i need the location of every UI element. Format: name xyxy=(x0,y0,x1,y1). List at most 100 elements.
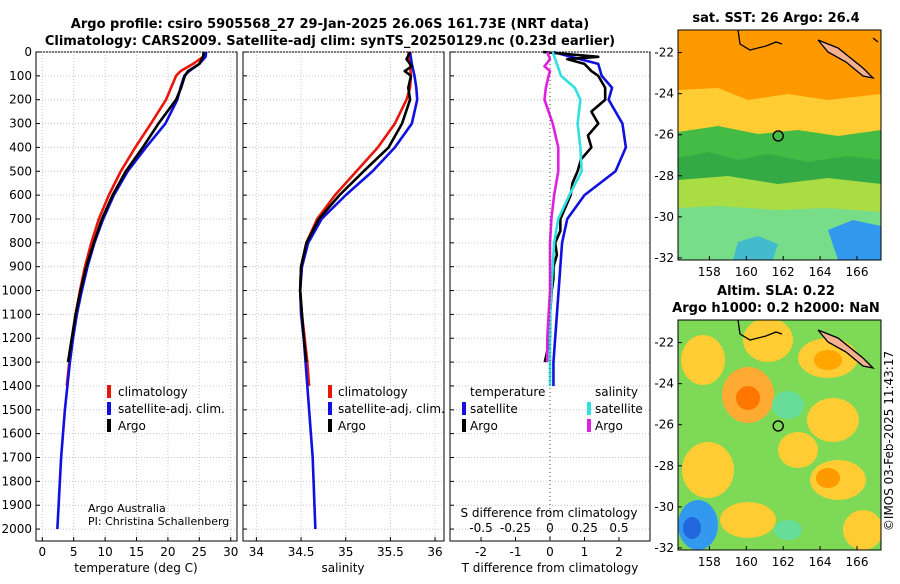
y-tick-label: 200 xyxy=(9,93,32,107)
s-tick-label: -0.5 xyxy=(469,521,492,535)
map-y-tick-label: -30 xyxy=(654,210,674,224)
sla-map-subtitle: Argo h1000: 0.2 h2000: NaN xyxy=(672,301,880,316)
series-line-argo xyxy=(66,51,205,363)
map-y-tick-label: -30 xyxy=(654,500,674,514)
salinity-legend: climatology satellite-adj. clim. Argo xyxy=(328,385,445,433)
x-tick-label: 36 xyxy=(427,545,442,559)
y-tick-label: 900 xyxy=(9,260,32,274)
map-x-tick-label: 160 xyxy=(735,265,758,279)
x-tick-label: 35 xyxy=(338,545,353,559)
series-line-t-satellite xyxy=(552,50,628,386)
y-tick-label: 800 xyxy=(9,236,32,250)
y-tick-label: 1700 xyxy=(1,451,32,465)
x-tick-label: 5 xyxy=(70,545,78,559)
temperature-axes xyxy=(35,51,238,542)
legend-t-sat-swatch xyxy=(462,402,466,415)
sst-map: sat. SST: 26 Argo: 26.4 158 160 162 164 166 -… xyxy=(654,11,882,279)
map-y-tick-label: -22 xyxy=(654,336,674,350)
legend-s-argo-label: Argo xyxy=(595,419,623,433)
y-tick-label: 1300 xyxy=(1,355,32,369)
credit-argo-australia: Argo Australia xyxy=(88,502,166,515)
sst-map-frame xyxy=(677,29,882,261)
x-tick-label: -2 xyxy=(475,545,487,559)
salinity-axes xyxy=(242,51,445,542)
legend-t-argo-swatch xyxy=(462,419,466,432)
s-tick-label: -0.25 xyxy=(500,521,531,535)
imos-credit: ©IMOS 03-Feb-2025 11:43:17 xyxy=(882,351,896,531)
legend-argo-swatch xyxy=(107,419,111,432)
y-tick-label: 600 xyxy=(9,188,32,202)
map-y-tick-label: -28 xyxy=(654,169,674,183)
x-tick-label: -1 xyxy=(510,545,522,559)
map-x-tick-label: 158 xyxy=(698,555,721,569)
legend-argo-label: Argo xyxy=(338,419,366,433)
legend-title-salinity: salinity xyxy=(595,385,638,399)
y-tick-label: 300 xyxy=(9,117,32,131)
y-tick-label: 1500 xyxy=(1,403,32,417)
legend-s-argo-swatch xyxy=(587,419,591,432)
legend-argo-swatch xyxy=(328,419,332,432)
x-tick-label: 0 xyxy=(38,545,46,559)
legend-argo-label: Argo xyxy=(118,419,146,433)
x-tick-label: 20 xyxy=(160,545,175,559)
legend-clim-swatch xyxy=(107,385,111,398)
map-x-tick-label: 158 xyxy=(698,265,721,279)
sst-argo-marker xyxy=(772,130,784,142)
map-y-tick-label: -32 xyxy=(654,251,674,265)
map-x-tick-label: 164 xyxy=(809,555,832,569)
map-y-tick-label: -28 xyxy=(654,459,674,473)
x-tick-label: 0 xyxy=(546,545,554,559)
legend-sat-label: satellite-adj. clim. xyxy=(338,402,445,416)
legend-clim-swatch xyxy=(328,385,332,398)
map-x-tick-label: 162 xyxy=(772,265,795,279)
legend-sat-swatch xyxy=(328,402,332,415)
sst-map-title: sat. SST: 26 Argo: 26.4 xyxy=(692,11,859,26)
sst-field xyxy=(678,30,881,260)
map-y-tick-label: -32 xyxy=(654,541,674,555)
credit-pi: PI: Christina Schallenberg xyxy=(88,515,229,528)
salinity-panel: 34 34.5 35 35.5 36 salinity climatology sate… xyxy=(242,51,445,575)
y-tick-label: 1100 xyxy=(1,307,32,321)
x-tick-label: 1 xyxy=(581,545,589,559)
legend-t-sat-label: satellite xyxy=(470,402,518,416)
y-tick-label: 500 xyxy=(9,164,32,178)
map-x-tick-label: 166 xyxy=(846,265,869,279)
s-tick-label: 0.5 xyxy=(609,521,628,535)
title-line2: Climatology: CARS2009. Satellite-adj cli… xyxy=(45,34,615,49)
y-tick-label: 1200 xyxy=(1,331,32,345)
legend-sat-swatch xyxy=(107,402,111,415)
x-tick-label: 10 xyxy=(97,545,112,559)
sla-field xyxy=(678,320,881,550)
y-tick-label: 700 xyxy=(9,212,32,226)
map-y-tick-label: -24 xyxy=(654,377,674,391)
legend-clim-label: climatology xyxy=(118,385,188,399)
y-tick-label: 0 xyxy=(24,45,32,59)
legend-s-sat-swatch xyxy=(587,402,591,415)
legend-t-argo-label: Argo xyxy=(470,419,498,433)
map-x-tick-label: 164 xyxy=(809,265,832,279)
legend-sat-label: satellite-adj. clim. xyxy=(118,402,225,416)
difference-panel: -2 -1 0 1 2 -0.5 -0.25 0 0.25 0.5 T difference fr… xyxy=(449,50,651,575)
temperature-panel: 0100200300400500600700800900100011001200… xyxy=(1,45,238,575)
x-tick-label: 25 xyxy=(192,545,207,559)
map-y-tick-label: -24 xyxy=(654,87,674,101)
map-y-tick-label: -22 xyxy=(654,46,674,60)
s-tick-label: 0.25 xyxy=(571,521,598,535)
y-tick-label: 1900 xyxy=(1,498,32,512)
map-x-tick-label: 160 xyxy=(735,555,758,569)
y-tick-label: 1000 xyxy=(1,284,32,298)
legend-s-sat-label: satellite xyxy=(595,402,643,416)
y-tick-label: 400 xyxy=(9,140,32,154)
x-tick-label: 34.5 xyxy=(288,545,315,559)
map-x-tick-label: 162 xyxy=(772,555,795,569)
title-line1: Argo profile: csiro 5905568_27 29-Jan-20… xyxy=(71,17,589,32)
difference-legend: temperature salinity satellite Argo sate… xyxy=(462,385,643,433)
legend-title-temperature: temperature xyxy=(470,385,545,399)
series-line-s-argo xyxy=(543,51,560,363)
s-diff-xlabel: S difference from climatology xyxy=(461,506,638,520)
sla-map-frame xyxy=(677,319,882,551)
series-line-argo xyxy=(298,51,414,363)
y-tick-label: 1800 xyxy=(1,474,32,488)
sla-map-title: Altim. SLA: 0.22 xyxy=(717,284,835,299)
